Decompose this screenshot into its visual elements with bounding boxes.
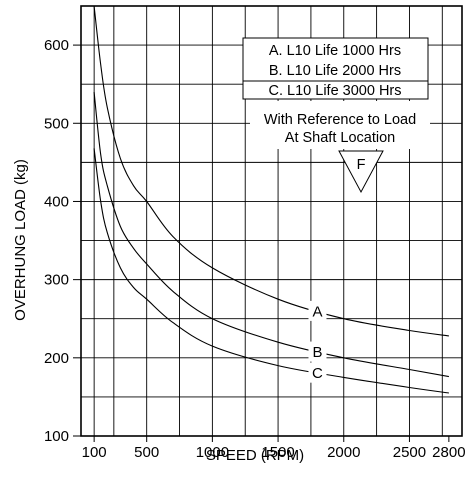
series-line-a	[93, 5, 449, 337]
grid	[81, 6, 462, 436]
annotation-backing	[250, 101, 430, 149]
series-label-backing	[308, 300, 327, 321]
series-label-backing	[308, 341, 327, 362]
y-tick-label: 300	[44, 272, 69, 289]
x-tick-label: 1500	[261, 444, 294, 461]
x-tick-label: 1000	[196, 444, 229, 461]
x-tick-label: 500	[134, 444, 159, 461]
annotation-line-1: With Reference to Load	[264, 112, 416, 128]
series-label-backing	[308, 362, 327, 383]
y-tick-label: 200	[44, 350, 69, 367]
series-line-b	[93, 91, 449, 378]
y-tick-label: 500	[44, 115, 69, 132]
x-axis-title: SPEED (RPM)	[206, 447, 304, 464]
x-tick-label: 100	[82, 444, 107, 461]
x-tick-label: 2800	[432, 444, 465, 461]
series-label-c: C	[312, 365, 323, 382]
legend-box	[242, 37, 429, 100]
legend-entry-a: A. L10 Life 1000 Hrs	[269, 43, 401, 59]
series-line-c	[93, 148, 449, 394]
y-tick-label: 400	[44, 193, 69, 210]
legend-entry-c: C. L10 Life 3000 Hrs	[269, 83, 402, 99]
x-tick-label: 2000	[327, 444, 360, 461]
y-tick-label: 100	[44, 428, 69, 445]
y-tick-label: 600	[44, 37, 69, 54]
y-axis-ticks: 100 200 300 400 500 600	[44, 37, 81, 445]
series-labels: A BC	[308, 300, 327, 383]
shaft-location-annotation: With Reference to Load At Shaft Location…	[250, 101, 430, 194]
legend: A. L10 Life 1000 Hrs B. L10 Life 2000 Hr…	[242, 37, 429, 100]
x-axis-ticks: 100 500 1000 1500 2000 2500 2800	[82, 436, 466, 461]
series-lines	[93, 5, 449, 394]
y-axis-title: OVERHUNG LOAD (kg)	[12, 159, 29, 321]
series-label-a: A	[312, 303, 322, 320]
series-label-b: B	[312, 344, 322, 361]
legend-entry-b: B. L10 Life 2000 Hrs	[269, 63, 401, 79]
shaft-marker-triangle	[338, 150, 384, 194]
shaft-marker-label: F	[357, 157, 366, 173]
plot-frame	[80, 5, 463, 437]
annotation-line-2: At Shaft Location	[285, 130, 395, 146]
x-tick-label: 2500	[393, 444, 426, 461]
